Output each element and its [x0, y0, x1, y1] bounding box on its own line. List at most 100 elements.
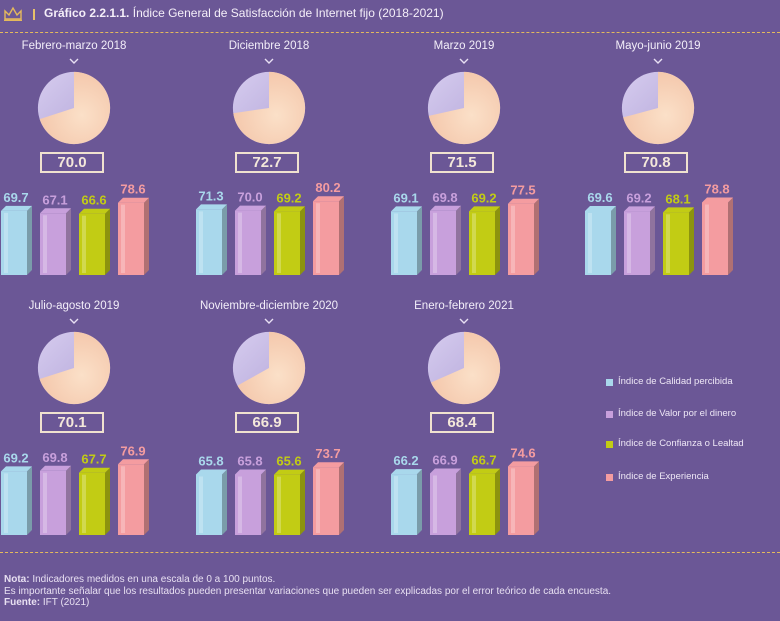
index-bars: 69.1 69.8 69.2 77.5	[391, 183, 539, 275]
bar-experiencia	[313, 462, 344, 535]
footnote-nota: Nota: Indicadores medidos en una escala …	[4, 574, 276, 585]
bar-valor	[430, 468, 461, 535]
chevron-down-icon	[264, 318, 274, 324]
panel-5: Julio-agosto 2019 70.1 69.2 69.8 67.7 76.9	[0, 300, 149, 550]
pie-slice-index	[623, 71, 695, 145]
legend-item-valor: Índice de Valor por el dinero	[606, 408, 776, 422]
bar-confianza	[274, 469, 305, 535]
bar-value-experiencia: 78.8	[704, 182, 729, 197]
footnote: Nota: Indicadores medidos en una escala …	[4, 574, 611, 609]
panel-3: Marzo 2019 71.5 69.1 69.8 69.2 77.5	[389, 40, 539, 290]
footnote-fuente: Fuente: IFT (2021)	[4, 597, 90, 608]
index-pie	[427, 71, 501, 145]
bar-experiencia	[118, 459, 149, 535]
bar-value-calidad: 71.3	[198, 188, 223, 203]
bar-value-valor: 65.8	[237, 453, 262, 468]
period-label: Mayo-junio 2019	[615, 40, 701, 52]
period-label: Julio-agosto 2019	[28, 300, 120, 312]
bar-confianza	[79, 208, 110, 275]
chevron-down-icon	[69, 58, 79, 64]
general-index-value: 70.0	[40, 152, 104, 173]
legend-item-confianza: Índice de Confianza o Lealtad	[606, 438, 776, 452]
footnote-line2: Es importante señalar que los resultados…	[4, 585, 612, 597]
panel-1: Febrero-marzo 2018 70.0 69.7 67.1 66.6 78.6	[0, 40, 149, 290]
pie-slice-index	[39, 331, 111, 405]
index-pie	[232, 71, 306, 145]
chart-header: Gráfico 2.2.1.1. Índice General de Satis…	[0, 0, 780, 30]
index-bars: 69.6 69.2 68.1 78.8	[585, 182, 733, 275]
bar-experiencia	[313, 196, 344, 275]
bar-valor	[235, 469, 266, 535]
bottom-divider	[0, 552, 780, 553]
legend-swatch-calidad	[606, 379, 613, 386]
bar-calidad	[1, 205, 32, 275]
bar-value-calidad: 66.2	[393, 453, 418, 468]
pie-slice-index	[233, 71, 306, 145]
period-label: Febrero-marzo 2018	[21, 40, 127, 52]
pie-slice-index	[39, 71, 111, 145]
period-label: Enero-febrero 2021	[414, 300, 514, 312]
general-index-value: 70.1	[40, 412, 104, 433]
bar-value-calidad: 69.2	[3, 450, 28, 465]
bar-valor	[40, 465, 71, 535]
bar-value-valor: 67.1	[42, 192, 67, 207]
index-bars: 69.7 67.1 66.6 78.6	[1, 182, 149, 275]
bar-value-confianza: 66.7	[471, 453, 496, 468]
bar-value-experiencia: 80.2	[315, 180, 340, 195]
period-label: Diciembre 2018	[228, 40, 310, 52]
index-pie	[232, 331, 306, 405]
panel-7: Enero-febrero 2021 68.4 66.2 66.9 66.7 74.6	[389, 300, 539, 550]
bar-value-calidad: 69.6	[587, 190, 612, 205]
top-divider	[0, 32, 780, 33]
pie-slice-index	[430, 331, 501, 405]
bar-experiencia	[508, 461, 539, 535]
bar-value-confianza: 67.7	[81, 452, 106, 467]
bar-calidad	[391, 469, 422, 535]
index-bars: 66.2 66.9 66.7 74.6	[391, 445, 539, 535]
bar-value-valor: 66.9	[432, 452, 457, 467]
bar-calidad	[196, 204, 227, 275]
legend-swatch-experiencia	[606, 474, 613, 481]
chart-title: Gráfico 2.2.1.1. Índice General de Satis…	[44, 6, 444, 20]
chevron-down-icon	[69, 318, 79, 324]
chevron-down-icon	[264, 58, 274, 64]
title-separator	[33, 9, 35, 20]
bar-value-valor: 70.0	[237, 190, 262, 205]
bar-value-experiencia: 76.9	[120, 443, 145, 458]
general-index-value: 71.5	[430, 152, 494, 173]
index-pie	[621, 71, 695, 145]
panel-2: Diciembre 2018 72.7 71.3 70.0 69.2 80.2	[194, 40, 344, 290]
chevron-down-icon	[459, 58, 469, 64]
panel-6: Noviembre-diciembre 2020 66.9 65.8 65.8 65.6…	[194, 300, 344, 550]
bar-value-valor: 69.8	[42, 450, 67, 465]
bar-calidad	[391, 206, 422, 275]
bar-value-experiencia: 77.5	[510, 183, 535, 198]
bar-value-calidad: 69.1	[393, 190, 418, 205]
bar-value-experiencia: 74.6	[510, 445, 535, 460]
chevron-down-icon	[459, 318, 469, 324]
bar-value-experiencia: 73.7	[315, 446, 340, 461]
bar-calidad	[1, 466, 32, 535]
legend-item-experiencia: Índice de Experiencia	[606, 471, 776, 485]
ift-logo-icon	[4, 6, 22, 21]
bar-confianza	[274, 206, 305, 275]
bar-confianza	[79, 467, 110, 535]
index-pie	[37, 331, 111, 405]
bar-experiencia	[118, 197, 149, 275]
bar-value-confianza: 65.6	[276, 454, 301, 469]
bar-confianza	[469, 468, 500, 535]
general-index-value: 66.9	[235, 412, 299, 433]
bar-value-valor: 69.2	[626, 190, 651, 205]
bar-value-confianza: 69.2	[276, 190, 301, 205]
pie-slice-index	[237, 331, 306, 405]
bar-calidad	[585, 205, 616, 275]
legend-swatch-confianza	[606, 441, 613, 448]
bar-valor	[624, 206, 655, 275]
bar-experiencia	[702, 197, 733, 275]
chevron-down-icon	[653, 58, 663, 64]
bar-confianza	[469, 206, 500, 275]
general-index-value: 68.4	[430, 412, 494, 433]
bar-valor	[430, 205, 461, 275]
index-pie	[427, 331, 501, 405]
pie-slice-index	[428, 71, 501, 145]
